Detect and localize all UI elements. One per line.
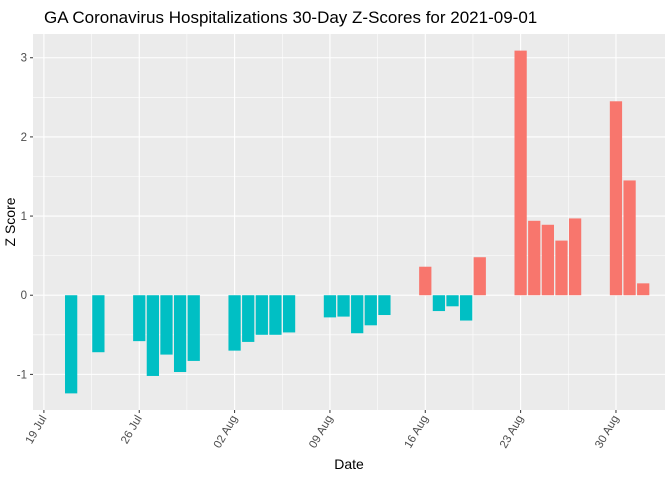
x-axis-title: Date <box>334 456 364 472</box>
bars <box>65 50 650 394</box>
bar-2021-08-06 <box>282 295 296 333</box>
bar-2021-07-23 <box>92 295 105 353</box>
bar-2021-07-29 <box>173 295 187 373</box>
bar-2021-07-26 <box>133 295 146 342</box>
y-tick-label: 0 <box>21 290 27 302</box>
bar-2021-08-16 <box>419 266 432 296</box>
bar-2021-08-09 <box>323 295 337 318</box>
bar-2021-08-19 <box>460 295 473 321</box>
bar-2021-07-21 <box>65 295 78 394</box>
y-tick-label: 1 <box>21 211 27 223</box>
x-tick-label: 30 Aug <box>593 414 621 451</box>
plot-panel <box>33 34 665 410</box>
bar-2021-08-11 <box>351 295 364 334</box>
x-tick-label: 23 Aug <box>498 414 526 451</box>
y-tick-label: 2 <box>21 132 27 144</box>
bar-2021-07-30 <box>187 295 200 361</box>
bar-2021-08-31 <box>623 180 636 296</box>
bar-2021-08-26 <box>555 240 568 296</box>
x-axis: 19 Jul 26 Jul 02 Aug 09 Aug 16 Aug 23 Aug 30 A… <box>24 410 622 451</box>
y-axis: -1 0 1 2 3 <box>17 53 33 381</box>
bar-2021-07-27 <box>146 295 159 376</box>
x-tick-label: 02 Aug <box>212 414 240 451</box>
bar-2021-08-18 <box>446 295 459 307</box>
bar-2021-08-27 <box>568 218 582 296</box>
bar-2021-08-13 <box>378 295 391 316</box>
x-tick-label: 19 Jul <box>24 414 50 447</box>
bar-2021-08-24 <box>528 220 541 296</box>
bar-2021-08-25 <box>541 224 554 296</box>
bar-2021-08-23 <box>514 50 527 296</box>
y-tick-label: 3 <box>21 53 27 65</box>
chart-title: GA Coronavirus Hospitalizations 30-Day Z… <box>44 8 537 27</box>
bar-2021-08-17 <box>432 295 446 312</box>
x-tick-label: 09 Aug <box>307 414 335 451</box>
bar-2021-09-01 <box>637 283 650 296</box>
bar-2021-08-02 <box>228 295 241 351</box>
bar-2021-08-03 <box>242 295 255 342</box>
bar-2021-08-05 <box>269 295 282 335</box>
y-tick-label: -1 <box>17 369 27 381</box>
y-axis-title: Z Score <box>2 197 18 246</box>
bar-2021-08-04 <box>255 295 268 335</box>
bar-2021-08-10 <box>337 295 350 317</box>
x-tick-label: 16 Aug <box>403 414 431 451</box>
bar-2021-07-28 <box>160 295 173 355</box>
bar-2021-08-12 <box>364 295 377 326</box>
bar-2021-08-20 <box>473 257 486 296</box>
x-tick-label: 26 Jul <box>119 414 145 447</box>
bar-2021-08-30 <box>609 101 623 296</box>
